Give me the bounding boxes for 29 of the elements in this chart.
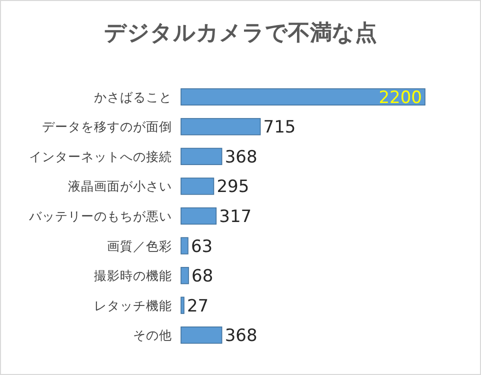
y-tick-label: 画質／色彩 [107,238,172,254]
bar [180,326,222,344]
y-tick-label: その他 [133,328,172,343]
data-label: 295 [216,177,250,198]
y-tick-label: バッテリーのもちが悪い [28,208,172,224]
bar [180,237,188,254]
y-tick-label: 撮影時の機能 [94,268,172,284]
data-label: 2200 [378,88,422,108]
bar [180,296,184,314]
data-label: 317 [219,207,252,227]
data-label: 715 [263,118,296,138]
data-label: 27 [186,296,209,316]
data-label: 368 [224,326,258,346]
chart-title: デジタルカメラで不満な点 [104,21,377,46]
bar [180,266,189,284]
bar [180,178,214,195]
y-tick-label: インターネットへの接続 [29,148,172,164]
data-label: 68 [192,266,214,287]
bar [180,88,426,106]
bar [180,118,261,136]
y-tick-label: レタッチ機能 [94,298,172,313]
y-tick-label: データを移すのが面倒 [42,119,172,134]
bar [180,148,222,166]
plot: かさばること 2200 データを移すのが面倒 715 インターネットへの接続 368 液晶画面が小さい 295 バッテリーのもちが悪い 317 画質／色彩 63 撮影時の機能 68 レタッチ機能 27 その他 368 [29,88,426,346]
y-tick-label: 液晶画面が小さい [68,178,172,194]
y-tick-label: かさばること [94,89,172,104]
bar [180,207,217,225]
data-label: 368 [224,147,258,168]
data-label: 63 [190,236,213,257]
